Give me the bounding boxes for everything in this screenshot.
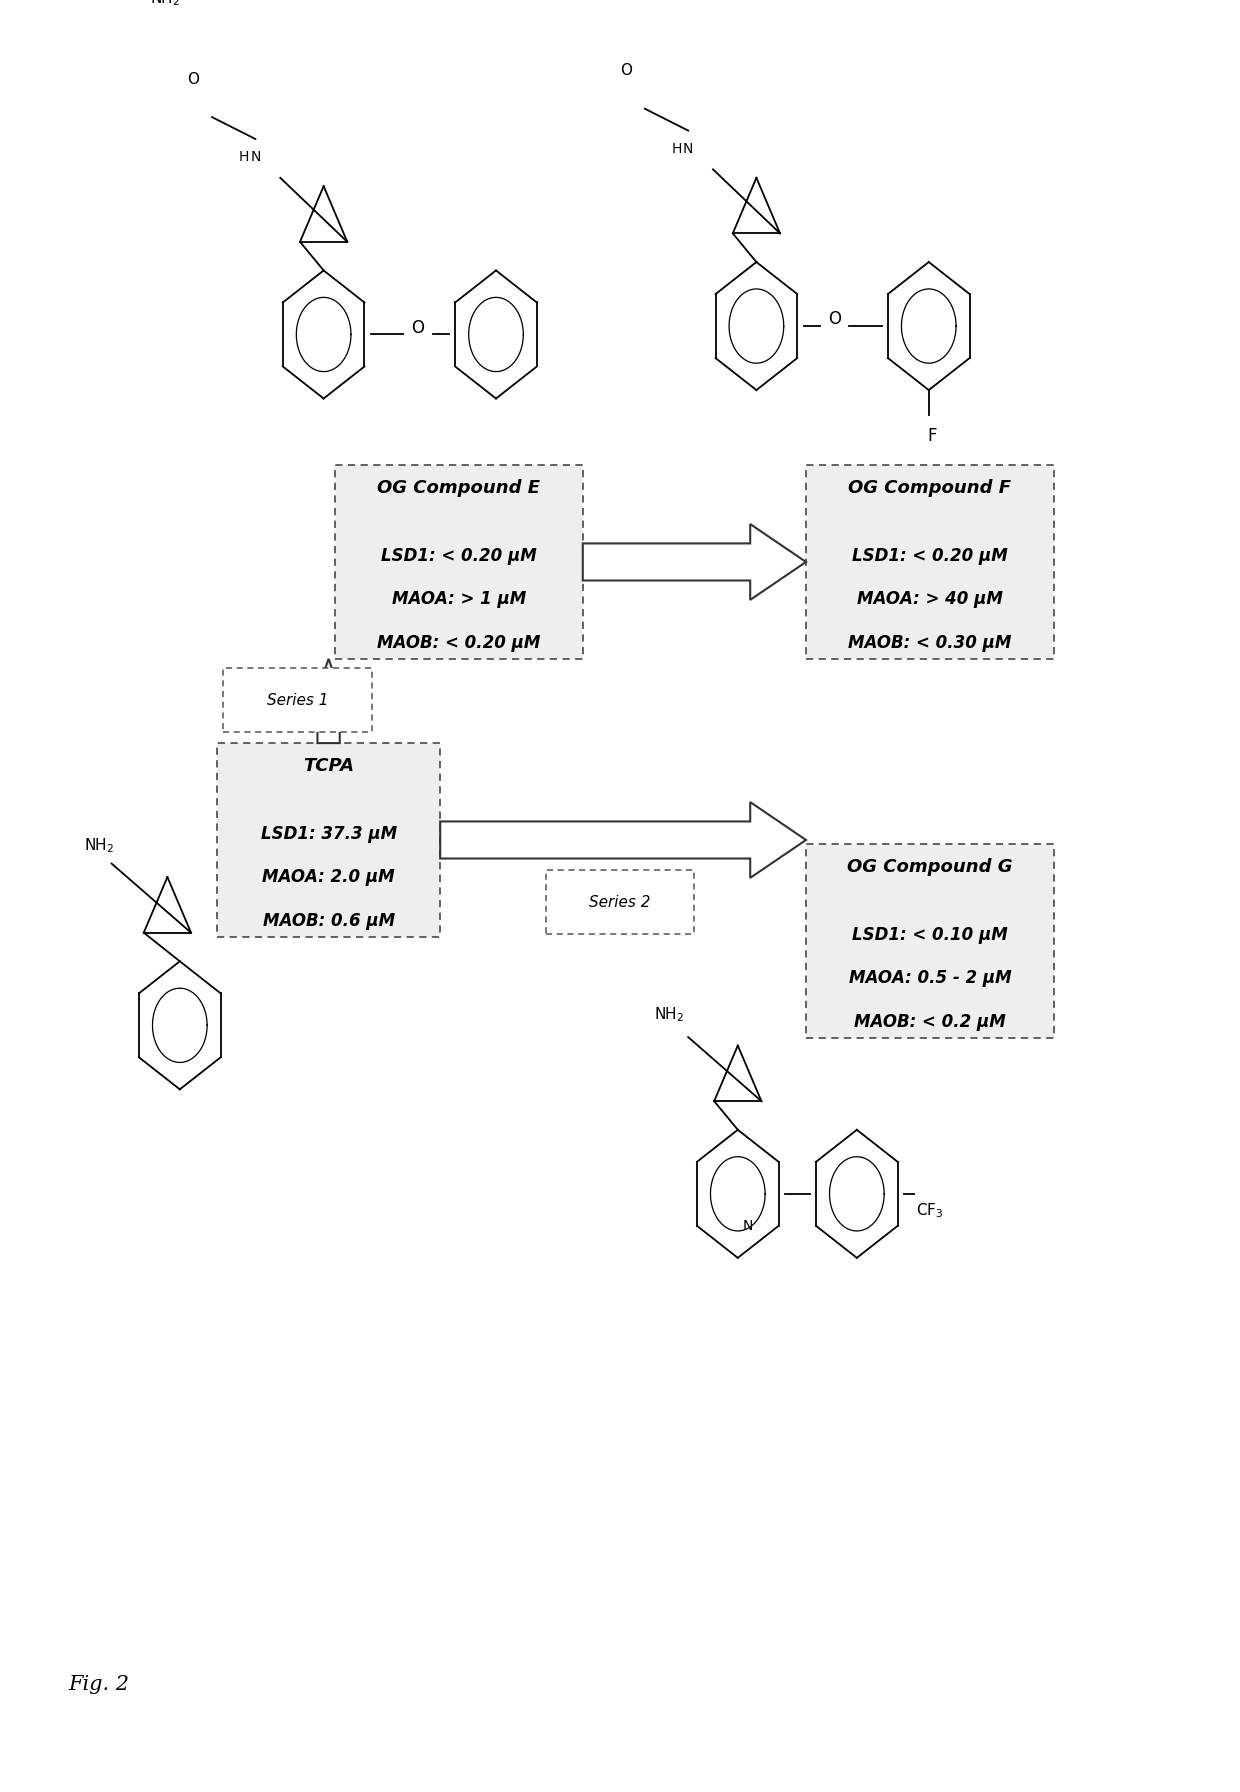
Text: N: N [250,151,260,165]
Text: NH$_2$: NH$_2$ [655,1005,684,1023]
FancyBboxPatch shape [806,844,1054,1038]
Text: OG Compound E: OG Compound E [377,478,541,496]
Text: Fig. 2: Fig. 2 [68,1676,129,1693]
Text: MAOB: 0.6 μM: MAOB: 0.6 μM [263,912,394,930]
Text: NH$_2$: NH$_2$ [84,837,114,855]
Text: MAOA: > 40 μM: MAOA: > 40 μM [857,590,1003,607]
Text: O: O [620,63,632,79]
Text: MAOB: < 0.2 μM: MAOB: < 0.2 μM [854,1012,1006,1030]
Text: MAOB: < 0.20 μM: MAOB: < 0.20 μM [377,634,541,652]
FancyBboxPatch shape [217,744,440,937]
FancyBboxPatch shape [546,871,694,934]
FancyBboxPatch shape [806,466,1054,659]
Polygon shape [305,659,352,744]
Text: TCPA: TCPA [303,756,355,774]
Text: O: O [412,319,424,337]
Text: NH$_2$: NH$_2$ [150,0,180,7]
Text: LSD1: < 0.10 μM: LSD1: < 0.10 μM [852,926,1008,944]
Text: LSD1: < 0.20 μM: LSD1: < 0.20 μM [381,547,537,564]
Text: H: H [672,142,682,156]
FancyBboxPatch shape [335,466,583,659]
Text: O: O [187,72,200,86]
Polygon shape [583,523,806,600]
Text: LSD1: 37.3 μM: LSD1: 37.3 μM [260,824,397,842]
Text: Series 1: Series 1 [267,694,329,708]
Text: LSD1: < 0.20 μM: LSD1: < 0.20 μM [852,547,1008,564]
Text: F: F [928,426,937,444]
FancyBboxPatch shape [223,668,372,733]
Text: O: O [828,310,841,328]
Text: OG Compound G: OG Compound G [847,858,1013,876]
Text: MAOA: 0.5 - 2 μM: MAOA: 0.5 - 2 μM [848,969,1012,987]
Text: MAOA: 2.0 μM: MAOA: 2.0 μM [263,869,394,887]
Polygon shape [440,803,806,878]
Text: N: N [683,142,693,156]
Text: Series 2: Series 2 [589,894,651,910]
Text: OG Compound F: OG Compound F [848,478,1012,496]
Text: MAOA: > 1 μM: MAOA: > 1 μM [392,590,526,607]
Text: H: H [239,151,249,165]
Text: N: N [743,1219,753,1233]
Text: CF$_3$: CF$_3$ [916,1201,944,1220]
Text: MAOB: < 0.30 μM: MAOB: < 0.30 μM [848,634,1012,652]
